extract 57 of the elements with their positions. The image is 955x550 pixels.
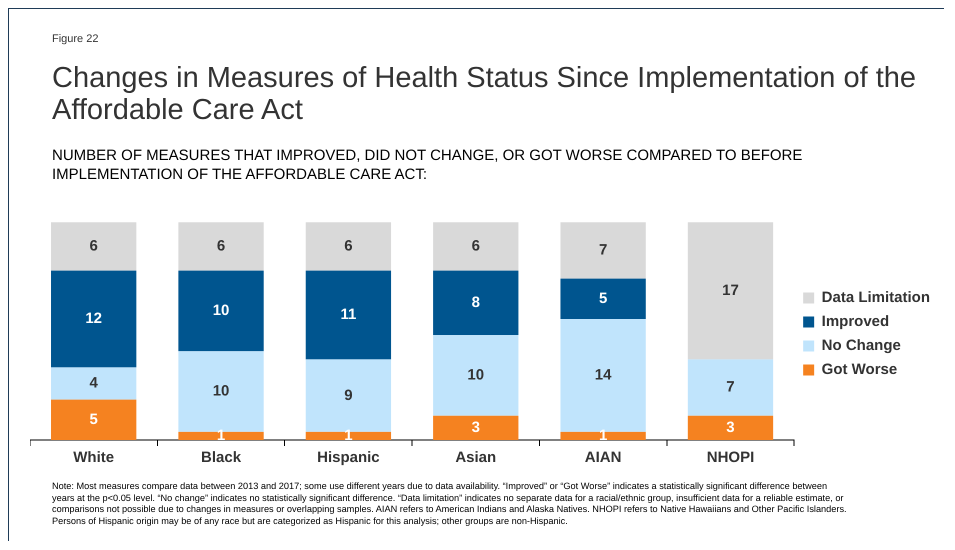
data-label: 3 [472, 419, 480, 436]
data-label: 10 [212, 382, 230, 400]
data-label: 11 [340, 306, 356, 324]
bar [560, 222, 646, 279]
data-label: 10 [467, 366, 484, 384]
bar [178, 222, 264, 271]
data-label: 17 [722, 282, 739, 299]
legend-label: Data Limitation [822, 289, 930, 306]
legend-label: Improved [822, 313, 890, 330]
data-label: 1 [216, 427, 226, 444]
data-label: 3 [726, 419, 735, 436]
bar [306, 222, 392, 271]
x-tick-label: Asian [455, 449, 496, 466]
bar [433, 416, 518, 440]
bar [178, 432, 264, 440]
data-label: 14 [594, 366, 612, 384]
x-tick-label: Black [201, 449, 242, 466]
data-label: 12 [85, 310, 102, 328]
data-label: 7 [598, 242, 608, 259]
data-label: 1 [344, 427, 353, 444]
bar [51, 400, 136, 440]
bar [51, 367, 136, 400]
bar [433, 335, 518, 416]
caption: Figure 22 [52, 33, 98, 45]
x-tick-label: Hispanic [317, 449, 380, 466]
x-tick-label: AIAN [584, 449, 622, 466]
data-label: 10 [212, 302, 230, 320]
bar [433, 222, 518, 271]
x-tick-label: White [73, 449, 114, 466]
data-label: 6 [472, 238, 480, 255]
bar [178, 270, 264, 352]
bar [306, 432, 392, 440]
data-label: 7 [726, 378, 735, 396]
data-label: 6 [344, 238, 353, 255]
bar [688, 359, 774, 416]
data-label: 5 [598, 290, 608, 307]
bar [51, 222, 136, 271]
bar [560, 278, 646, 319]
chart-title: Changes in Measures of Health Status Since Implementation of the Affordable Care Act [52, 62, 918, 126]
chart-subtitle: NUMBER OF MEASURES THAT IMPROVED, DID NOT CHANGE, OR GOT WORSE COMPARED TO BEFORE IMPLEMENTATION OF THE AFFORDABLE CARE ACT: [52, 146, 804, 184]
text: Note: Most measures compare data between 2013 and 2017; some use different years due to data availability. “Improved” or “Got Worse” indicates a statistically significant difference between years at the p<0.05 level. “No change” indicates no statistically significant difference. “Data limitation” indicates no separate data for a racial/ethnic group, insufficient data for a reliable estimate, or comparisons not possible due to changes in measures or overlapping samples. AIAN refers to American Indians and Alaska Natives. NHOPI refers to Native Hawaiians and Other Pacific Islanders. Persons of Hispanic origin may be of any race but are categorized as Hispanic for this analysis; other groups are non-Hispanic. [52, 481, 848, 527]
bar [688, 222, 774, 360]
bar [306, 270, 392, 360]
bar [51, 270, 136, 368]
data-label: 5 [90, 410, 98, 428]
data-label: 6 [216, 238, 226, 255]
bar [560, 432, 646, 440]
bar [688, 416, 774, 440]
data-label: 4 [90, 374, 99, 392]
data-label: 8 [472, 294, 480, 312]
data-label: 9 [344, 386, 353, 404]
legend-label: Got Worse [822, 361, 898, 378]
x-tick-label: NHOPI [706, 449, 754, 466]
legend-label: No Change [822, 337, 901, 354]
data-label: 1 [598, 427, 608, 444]
data-label: 6 [90, 238, 98, 255]
bar [433, 270, 518, 336]
